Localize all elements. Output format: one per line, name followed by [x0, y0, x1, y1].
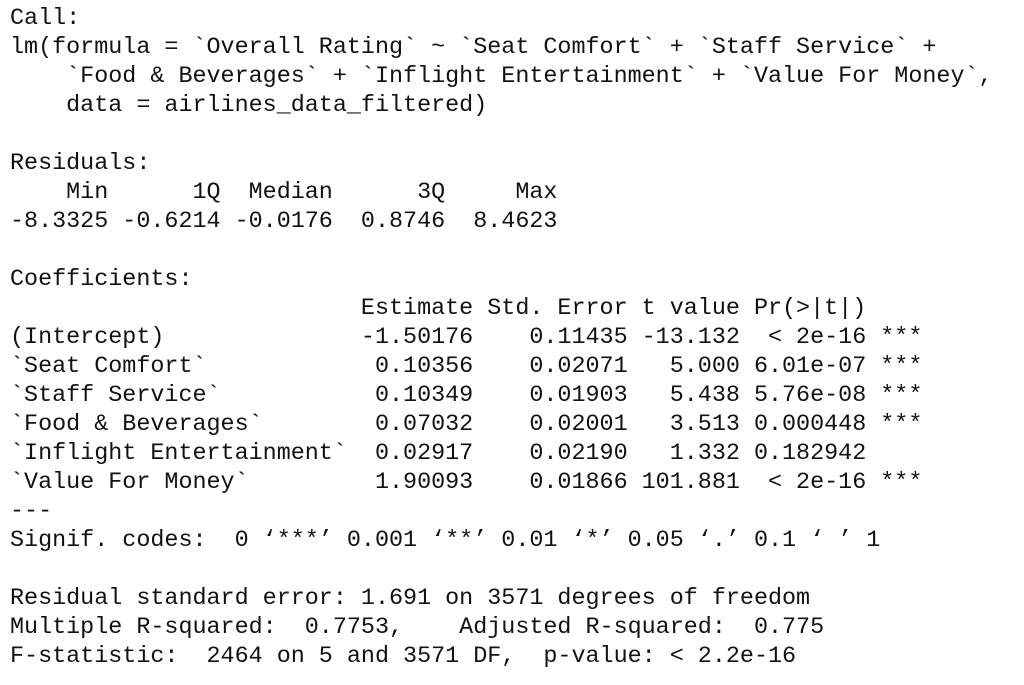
coef-header: Estimate Std. Error t value Pr(>|t|): [10, 296, 923, 322]
summary-line: Residual standard error: 1.691 on 3571 d…: [10, 586, 811, 612]
call-line: lm(formula = `Overall Rating` ~ `Seat Co…: [10, 35, 951, 61]
coef-row: `Seat Comfort` 0.10356 0.02071 5.000 6.0…: [10, 354, 923, 380]
section-label: Coefficients:: [10, 267, 193, 293]
coef-row: `Inflight Entertainment` 0.02917 0.02190…: [10, 441, 923, 467]
signif-codes: Signif. codes: 0 ‘***’ 0.001 ‘**’ 0.01 ‘…: [10, 528, 881, 554]
call-line: `Food & Beverages` + `Inflight Entertain…: [10, 64, 1007, 90]
coef-row: (Intercept) -1.50176 0.11435 -13.132 < 2…: [10, 325, 923, 351]
separator: ---: [10, 499, 53, 525]
residuals-values: -8.3325 -0.6214 -0.0176 0.8746 8.4623: [10, 209, 572, 235]
coef-row: `Value For Money` 1.90093 0.01866 101.88…: [10, 470, 923, 496]
coef-row: `Food & Beverages` 0.07032 0.02001 3.513…: [10, 412, 923, 438]
coef-row: `Staff Service` 0.10349 0.01903 5.438 5.…: [10, 383, 923, 409]
call-line: data = airlines_data_filtered): [10, 93, 488, 119]
section-label: Call:: [10, 6, 81, 32]
residuals-header: Min 1Q Median 3Q Max: [10, 180, 572, 206]
summary-line: Multiple R-squared: 0.7753, Adjusted R-s…: [10, 615, 839, 641]
section-label: Residuals:: [10, 151, 151, 177]
summary-line: F-statistic: 2464 on 5 and 3571 DF, p-va…: [10, 644, 797, 670]
